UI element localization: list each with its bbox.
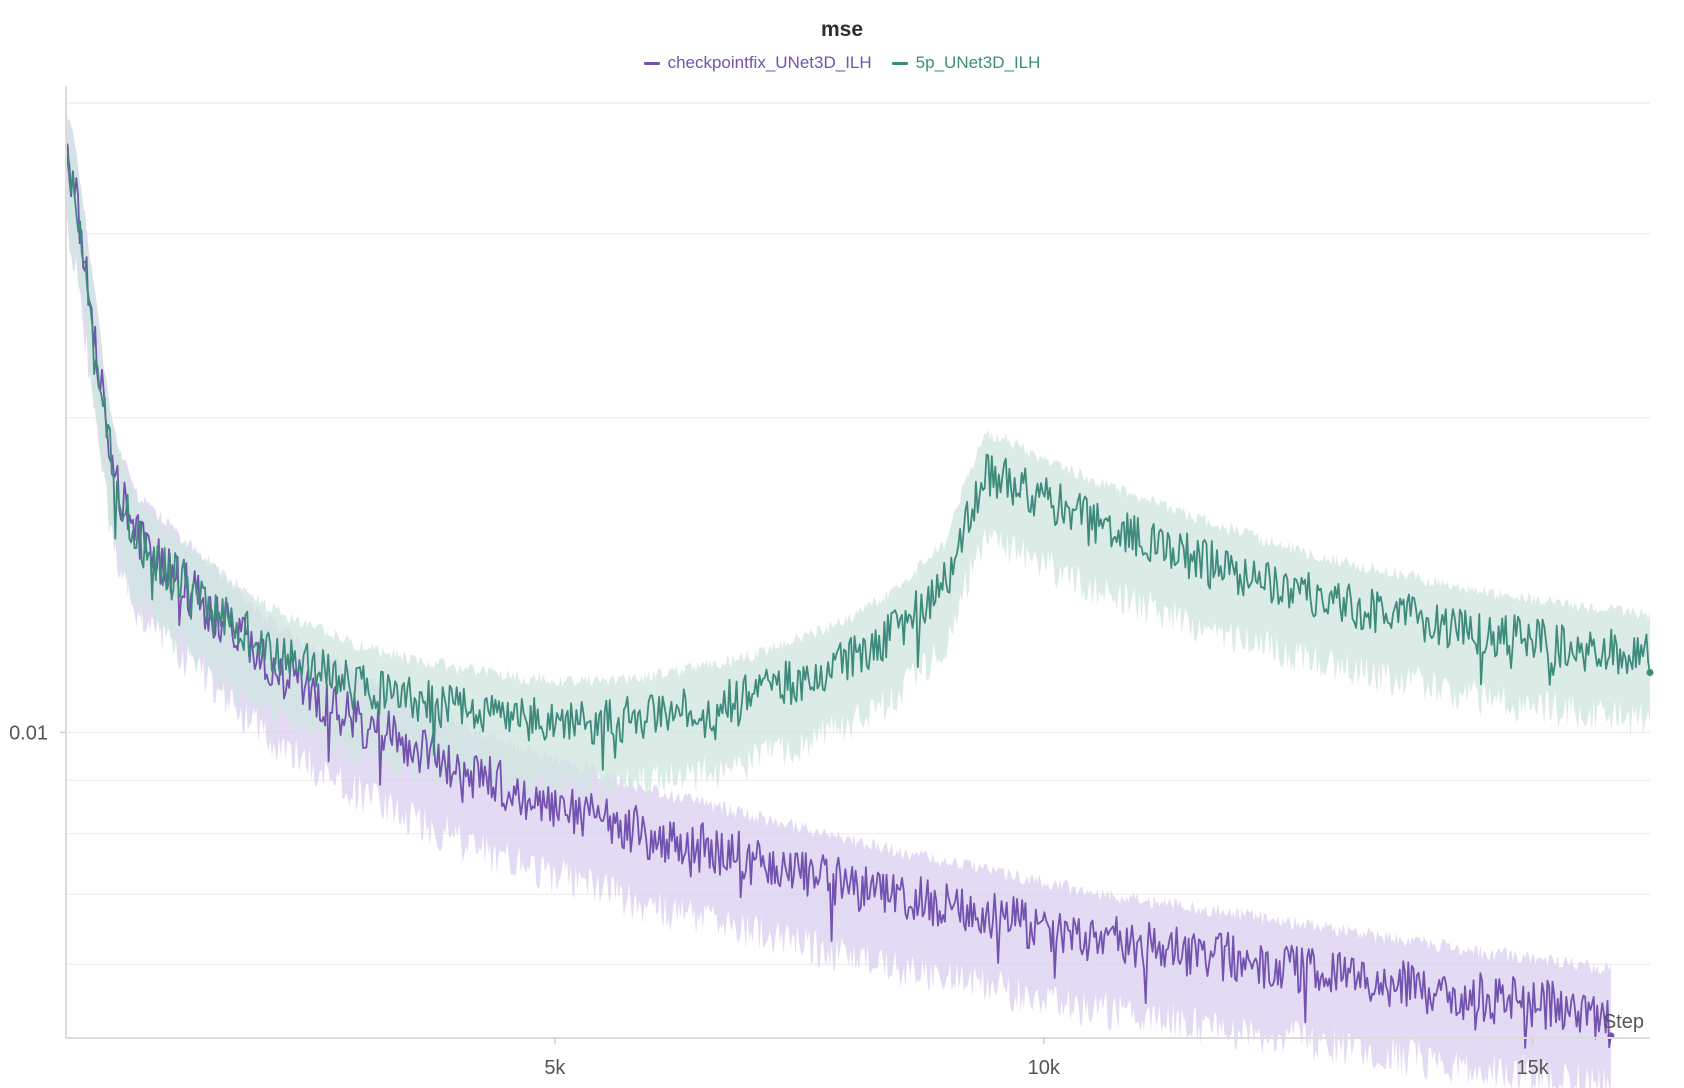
grid-layer (66, 102, 1650, 965)
legend-item-series-0[interactable]: checkpointfix_UNet3D_ILH (643, 53, 872, 73)
x-tick-label: 10k (1028, 1057, 1061, 1079)
legend-swatch-series-1 (891, 61, 908, 65)
legend-item-series-1[interactable]: 5p_UNet3D_ILH (891, 53, 1041, 73)
chart-title: mse (820, 18, 864, 41)
tick-layer: 5k 10k 15k 0.01 (9, 722, 1550, 1079)
series-band-1 (66, 108, 1650, 805)
y-tick-label: 0.01 (9, 722, 48, 744)
legend: checkpointfix_UNet3D_ILH 5p_UNet3D_ILH (0, 53, 1684, 73)
x-tick-label: 15k (1517, 1057, 1550, 1079)
series-end-point-1[interactable] (1646, 669, 1654, 676)
axis-layer (65, 86, 1650, 1039)
legend-swatch-series-0 (643, 61, 660, 65)
series-band-0 (66, 104, 1611, 1088)
legend-label-series-0: checkpointfix_UNet3D_ILH (667, 53, 872, 72)
series-line-0[interactable] (65, 142, 1612, 1049)
series-line-1[interactable] (65, 152, 1651, 771)
band-layer (66, 104, 1650, 1088)
legend-label-series-1: 5p_UNet3D_ILH (915, 53, 1041, 72)
x-axis-label: Step (1603, 1011, 1644, 1033)
x-tick-label: 5k (544, 1057, 566, 1079)
line-layer (65, 142, 1654, 1049)
